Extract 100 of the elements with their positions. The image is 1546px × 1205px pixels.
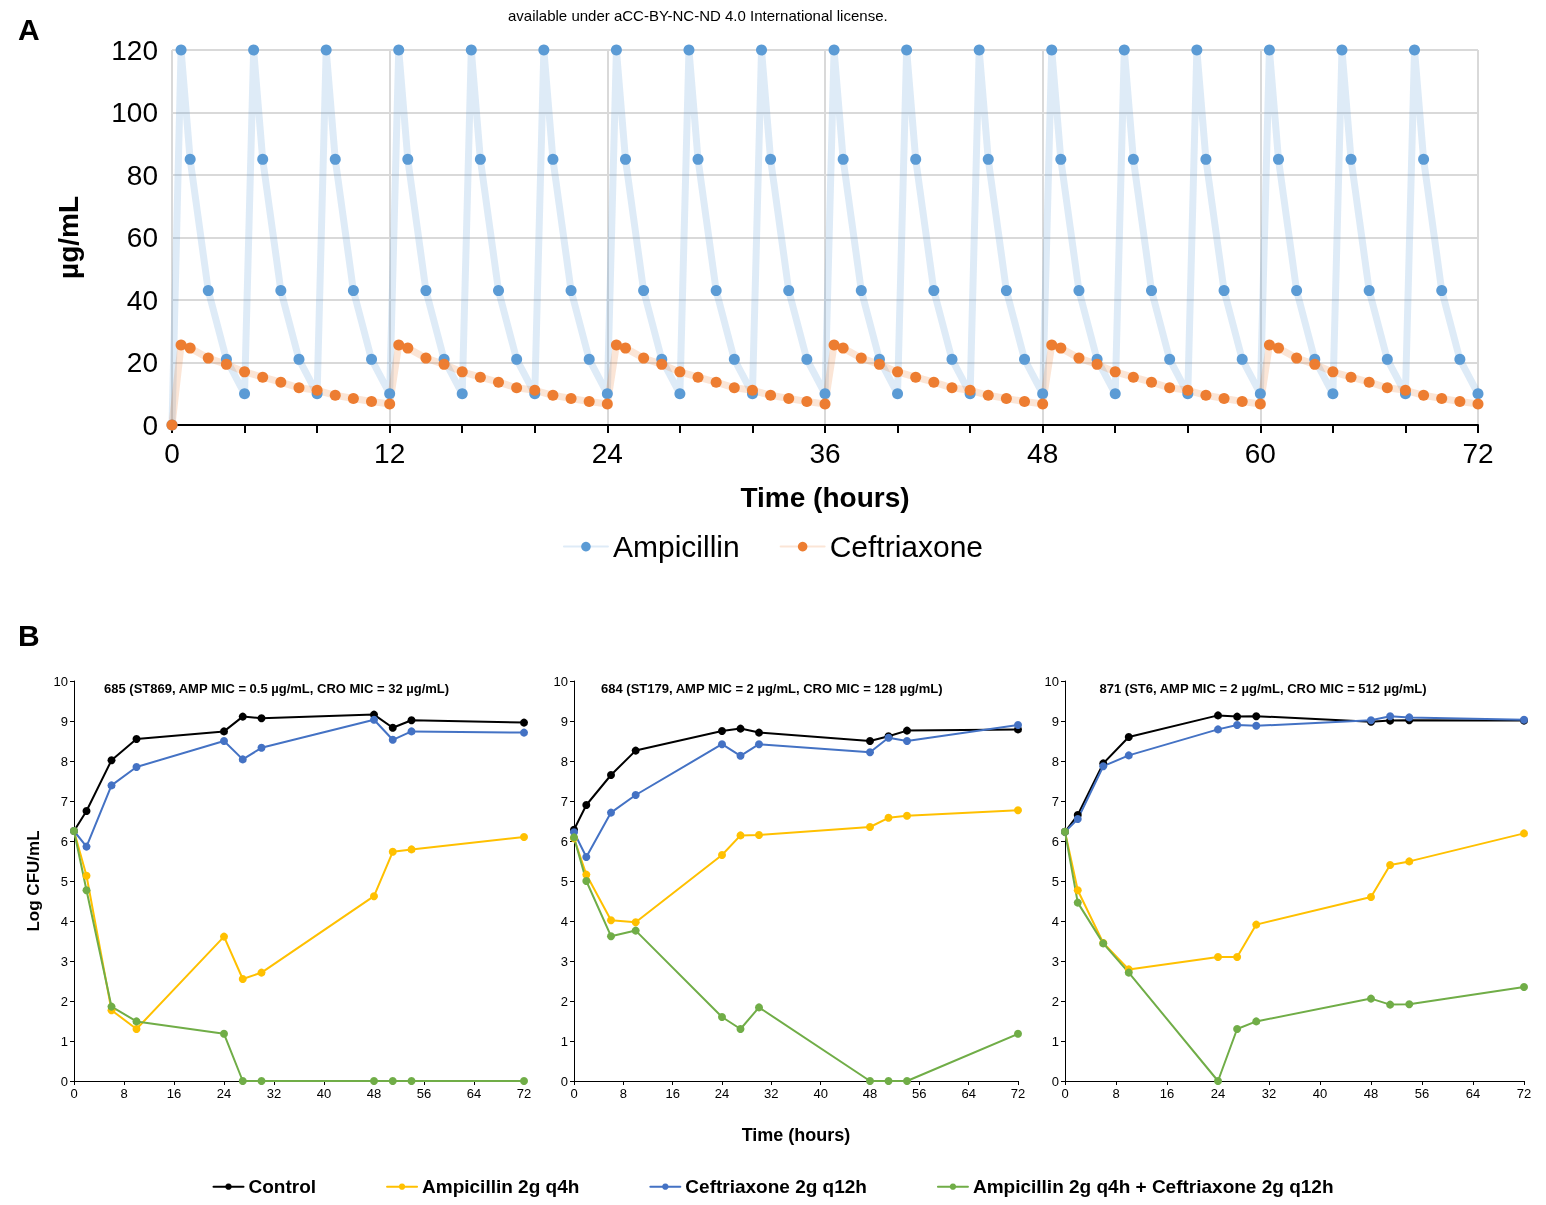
y-tick-label: 4 bbox=[560, 913, 568, 929]
y-tick-label: 60 bbox=[126, 222, 158, 253]
x-tick-label: 72 bbox=[1462, 437, 1494, 469]
point bbox=[388, 735, 397, 744]
x-tick-label: 16 bbox=[166, 1086, 182, 1101]
x-tick-label: 40 bbox=[1312, 1086, 1328, 1101]
point bbox=[736, 1025, 745, 1033]
point bbox=[631, 918, 640, 927]
point bbox=[631, 791, 640, 799]
point bbox=[1214, 725, 1222, 734]
y-tick-label: 5 bbox=[60, 873, 68, 889]
point bbox=[718, 727, 726, 735]
point bbox=[1252, 1017, 1261, 1026]
point bbox=[736, 751, 745, 760]
point bbox=[107, 756, 116, 765]
point bbox=[884, 1077, 893, 1085]
point bbox=[407, 845, 416, 854]
x-tick-label: 48 bbox=[1027, 437, 1059, 469]
point bbox=[1073, 815, 1082, 823]
x-tick-label: 24 bbox=[591, 437, 623, 469]
x-tick-label: 0 bbox=[570, 1086, 578, 1101]
y-tick-label: 10 bbox=[1044, 673, 1059, 689]
x-tick-label: 16 bbox=[665, 1086, 680, 1101]
x-tick-label: 0 bbox=[164, 437, 180, 469]
point bbox=[866, 1077, 874, 1085]
point bbox=[736, 831, 745, 840]
legend-label: Ceftriaxone bbox=[829, 530, 984, 564]
y-tick-label: 5 bbox=[1051, 873, 1059, 889]
y-tick-label: 20 bbox=[126, 347, 158, 378]
legend-label: Control bbox=[248, 1176, 317, 1198]
point bbox=[607, 771, 615, 779]
y-tick-label: 40 bbox=[126, 284, 158, 316]
y-tick-label: 10 bbox=[53, 673, 68, 689]
x-tick-label: 8 bbox=[619, 1086, 627, 1101]
y-tick-label: 7 bbox=[560, 793, 568, 809]
point bbox=[132, 1017, 141, 1026]
point bbox=[718, 740, 726, 749]
y-tick-label: 9 bbox=[1051, 713, 1059, 729]
y-tick-label: 7 bbox=[1051, 793, 1059, 809]
point bbox=[107, 781, 116, 790]
point bbox=[755, 728, 763, 737]
point bbox=[82, 886, 91, 895]
legend-label: Ampicillin 2g q4h bbox=[422, 1176, 580, 1198]
chart-title: 685 (ST869, AMP MIC = 0.5 µg/mL, CRO MIC = 32 µg/mL) bbox=[104, 681, 450, 696]
point bbox=[903, 811, 911, 820]
point bbox=[631, 746, 640, 755]
point bbox=[607, 932, 615, 941]
x-tick-label: 40 bbox=[813, 1086, 828, 1101]
y-tick-label: 0 bbox=[142, 409, 158, 441]
y-tick-label: 100 bbox=[111, 97, 158, 128]
y-tick-label: 3 bbox=[560, 953, 568, 969]
point bbox=[1124, 751, 1133, 760]
x-tick-label: 72 bbox=[1010, 1086, 1026, 1101]
y-tick-label: 8 bbox=[560, 753, 568, 769]
point bbox=[607, 916, 615, 925]
point bbox=[866, 737, 874, 745]
point bbox=[107, 1002, 116, 1011]
point bbox=[1014, 806, 1022, 815]
point bbox=[582, 877, 591, 885]
point bbox=[607, 808, 615, 817]
chart-title: 871 (ST6, AMP MIC = 2 µg/mL, CRO MIC = 512 µg/mL) bbox=[1099, 681, 1427, 696]
legend-label: Ceftriaxone 2g q12h bbox=[685, 1176, 867, 1198]
x-tick-label: 64 bbox=[961, 1086, 976, 1101]
point bbox=[1073, 898, 1082, 907]
x-tick-label: 48 bbox=[366, 1086, 382, 1101]
point bbox=[1233, 1025, 1242, 1033]
point bbox=[257, 968, 266, 977]
point bbox=[520, 718, 528, 727]
x-tick-label: 24 bbox=[1210, 1086, 1226, 1101]
point bbox=[1252, 920, 1261, 929]
point bbox=[582, 853, 591, 861]
x-tick-label: 48 bbox=[1363, 1086, 1379, 1101]
x-tick-label: 32 bbox=[1261, 1086, 1277, 1101]
point bbox=[82, 871, 91, 880]
point bbox=[257, 1077, 266, 1085]
legend-label: Ampicillin bbox=[612, 530, 740, 564]
x-tick-label: 64 bbox=[1465, 1086, 1481, 1101]
y-tick-label: 8 bbox=[1051, 753, 1059, 769]
x-tick-label: 24 bbox=[714, 1086, 730, 1101]
y-tick-label: 80 bbox=[126, 159, 158, 191]
x-tick-label: 36 bbox=[809, 437, 841, 469]
point bbox=[631, 926, 640, 935]
x-tick-label: 40 bbox=[316, 1086, 332, 1101]
point bbox=[220, 1029, 228, 1038]
point bbox=[132, 763, 141, 771]
point bbox=[1405, 857, 1414, 866]
y-tick-label: 0 bbox=[60, 1073, 68, 1089]
y-tick-label: 3 bbox=[60, 953, 68, 969]
point bbox=[755, 1003, 763, 1012]
point bbox=[903, 726, 911, 735]
text: B bbox=[18, 618, 40, 652]
x-tick-label: 12 bbox=[374, 437, 406, 469]
point bbox=[220, 727, 228, 736]
point bbox=[1014, 1029, 1022, 1038]
point bbox=[1014, 721, 1022, 729]
y-tick-label: 6 bbox=[560, 833, 568, 849]
point bbox=[407, 716, 416, 725]
text: available under aCC-BY-NC-ND 4.0 International license. bbox=[508, 7, 888, 24]
point bbox=[82, 842, 91, 851]
point bbox=[1233, 712, 1242, 721]
